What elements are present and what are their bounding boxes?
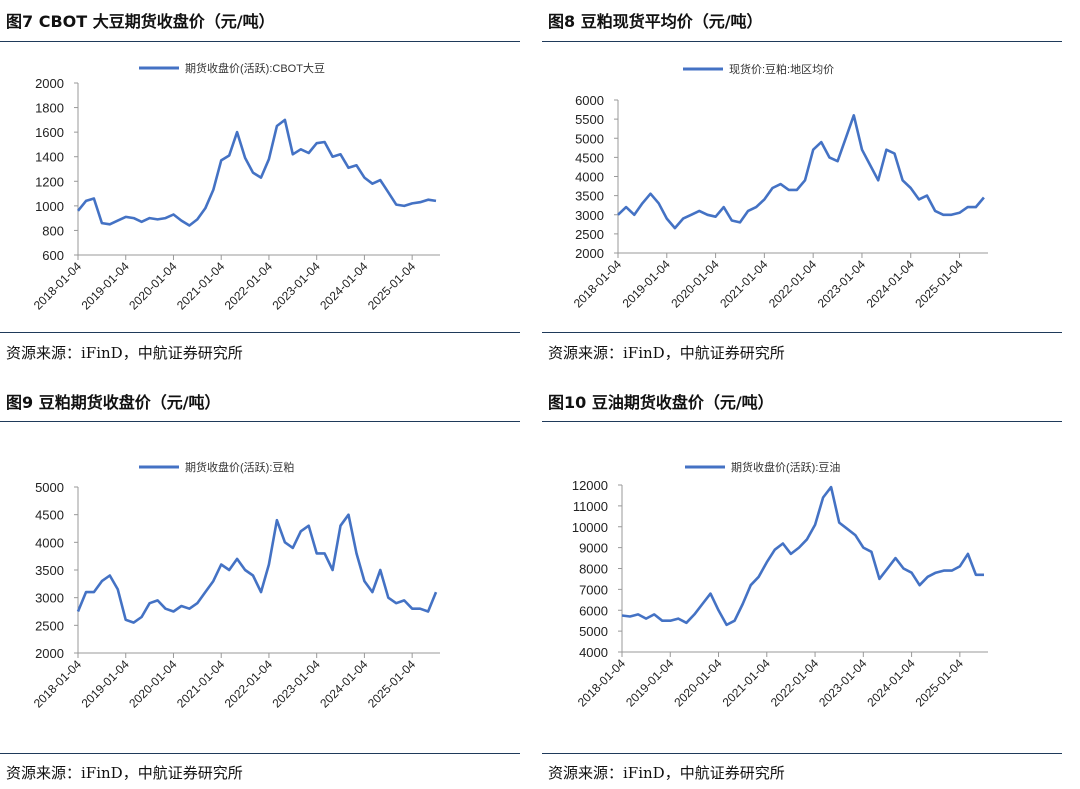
figure-10-panel: 图10 豆油期货收盘价（元/吨） 4000 5000 6000 7000 8000 900… bbox=[542, 380, 1062, 789]
series-line bbox=[617, 114, 985, 230]
y-tick-label: 12000 bbox=[572, 478, 608, 493]
y-tick-label: 10000 bbox=[572, 520, 608, 535]
figure-title: 图8 豆粕现货平均价（元/吨） bbox=[548, 12, 763, 31]
divider bbox=[542, 753, 1062, 754]
y-tick-label: 2000 bbox=[35, 76, 64, 91]
x-tick-label: 2023-01-04 bbox=[269, 259, 323, 313]
x-tick-label: 2025-01-04 bbox=[365, 657, 419, 711]
figure-7-panel: 图7 CBOT 大豆期货收盘价（元/吨） 600 800 1000 1200 1400 1… bbox=[0, 0, 520, 370]
x-tick-label: 2025-01-04 bbox=[913, 656, 967, 710]
figure-8-panel: 图8 豆粕现货平均价（元/吨） 2000 2500 3000 3500 4000 4500… bbox=[542, 0, 1062, 370]
series-line bbox=[76, 118, 437, 227]
figure-title: 图10 豆油期货收盘价（元/吨） bbox=[548, 393, 774, 412]
x-tick-label: 2023-01-04 bbox=[815, 257, 869, 311]
soymeal-spot-chart: 2000 2500 3000 3500 4000 4500 5000 5500 6000 2018… bbox=[571, 62, 988, 311]
y-tick-label: 6000 bbox=[579, 603, 608, 618]
y-tick-label: 4500 bbox=[575, 150, 604, 165]
x-tick-label: 2025-01-04 bbox=[365, 259, 419, 313]
x-tick-label: 2022-01-04 bbox=[766, 257, 820, 311]
x-tick-label: 2024-01-04 bbox=[317, 657, 371, 711]
legend-label: 期货收盘价(活跃):豆粕 bbox=[185, 460, 294, 474]
x-tick-label: 2019-01-04 bbox=[623, 656, 677, 710]
y-tick-label: 4000 bbox=[575, 170, 604, 185]
y-tick-label: 3500 bbox=[575, 189, 604, 204]
series-line bbox=[76, 513, 438, 624]
x-tick-label: 2023-01-04 bbox=[269, 657, 323, 711]
source-note: 资源来源：iFinD，中航证券研究所 bbox=[6, 344, 243, 362]
x-tick-label: 2024-01-04 bbox=[317, 259, 371, 313]
x-tick-label: 2019-01-04 bbox=[79, 259, 133, 313]
y-tick-label: 5000 bbox=[35, 480, 64, 495]
divider bbox=[0, 421, 520, 422]
figure-title: 图9 豆粕期货收盘价（元/吨） bbox=[6, 393, 221, 412]
legend-label: 现货价:豆粕:地区均价 bbox=[729, 62, 834, 76]
x-tick-label: 2020-01-04 bbox=[126, 259, 180, 313]
figure-9-panel: 图9 豆粕期货收盘价（元/吨） 2000 2500 3000 3500 4000 4500… bbox=[0, 380, 520, 789]
y-tick-label: 5000 bbox=[575, 131, 604, 146]
x-tick-label: 2018-01-04 bbox=[571, 257, 625, 311]
divider bbox=[0, 41, 520, 42]
cbot-soybean-chart: 600 800 1000 1200 1400 1600 1800 2000 2018-01-04… bbox=[31, 61, 440, 313]
y-tick-label: 11000 bbox=[573, 499, 608, 514]
y-tick-label: 1000 bbox=[35, 199, 64, 214]
y-tick-label: 5500 bbox=[575, 112, 604, 127]
x-tick-label: 2021-01-04 bbox=[720, 656, 774, 710]
divider bbox=[542, 41, 1062, 42]
source-note: 资源来源：iFinD，中航证券研究所 bbox=[6, 764, 243, 782]
y-tick-label: 8000 bbox=[579, 562, 608, 577]
y-tick-label: 3500 bbox=[35, 563, 64, 578]
divider bbox=[542, 421, 1062, 422]
divider bbox=[542, 332, 1062, 333]
soyoil-futures-chart: 4000 5000 6000 7000 8000 9000 10000 11000 12000 2… bbox=[572, 460, 988, 710]
soymeal-futures-chart: 20002500300035004000450050002018-01-0420… bbox=[31, 460, 440, 711]
y-tick-label: 3000 bbox=[35, 591, 64, 606]
x-tick-label: 2018-01-04 bbox=[31, 259, 85, 313]
y-tick-label: 1800 bbox=[35, 101, 64, 116]
y-tick-label: 600 bbox=[42, 248, 64, 263]
x-tick-label: 2024-01-04 bbox=[864, 257, 918, 311]
y-tick-label: 1600 bbox=[35, 125, 64, 140]
x-tick-label: 2019-01-04 bbox=[620, 257, 674, 311]
x-tick-label: 2019-01-04 bbox=[79, 657, 133, 711]
source-note: 资源来源：iFinD，中航证券研究所 bbox=[548, 764, 785, 782]
legend-label: 期货收盘价(活跃):CBOT大豆 bbox=[185, 61, 325, 75]
y-tick-label: 5000 bbox=[579, 624, 608, 639]
x-tick-label: 2022-01-04 bbox=[768, 656, 822, 710]
x-tick-label: 2018-01-04 bbox=[575, 656, 629, 710]
y-tick-label: 4000 bbox=[579, 645, 608, 660]
y-tick-label: 9000 bbox=[579, 541, 608, 556]
y-tick-label: 3000 bbox=[575, 208, 604, 223]
x-tick-label: 2020-01-04 bbox=[671, 656, 725, 710]
y-tick-label: 2000 bbox=[575, 246, 604, 261]
divider bbox=[0, 753, 520, 754]
x-tick-label: 2018-01-04 bbox=[31, 657, 85, 711]
y-tick-label: 2500 bbox=[575, 227, 604, 242]
x-tick-label: 2021-01-04 bbox=[717, 257, 771, 311]
y-tick-label: 4500 bbox=[35, 508, 64, 523]
y-tick-label: 7000 bbox=[579, 582, 608, 597]
x-tick-label: 2021-01-04 bbox=[174, 259, 228, 313]
x-tick-label: 2020-01-04 bbox=[668, 257, 722, 311]
y-tick-label: 1400 bbox=[35, 150, 64, 165]
y-tick-label: 2000 bbox=[35, 646, 64, 661]
source-note: 资源来源：iFinD，中航证券研究所 bbox=[548, 344, 785, 362]
x-tick-label: 2022-01-04 bbox=[222, 259, 276, 313]
series-line bbox=[621, 485, 984, 627]
y-tick-label: 2500 bbox=[35, 618, 64, 633]
x-tick-label: 2021-01-04 bbox=[174, 657, 228, 711]
y-tick-label: 1200 bbox=[35, 174, 64, 189]
x-tick-label: 2023-01-04 bbox=[816, 656, 870, 710]
divider bbox=[0, 332, 520, 333]
y-tick-label: 6000 bbox=[575, 93, 604, 108]
x-tick-label: 2025-01-04 bbox=[912, 257, 966, 311]
legend-label: 期货收盘价(活跃):豆油 bbox=[731, 460, 840, 474]
x-tick-label: 2020-01-04 bbox=[126, 657, 180, 711]
x-tick-label: 2022-01-04 bbox=[222, 657, 276, 711]
x-tick-label: 2024-01-04 bbox=[864, 656, 918, 710]
y-tick-label: 800 bbox=[42, 223, 64, 238]
figure-title: 图7 CBOT 大豆期货收盘价（元/吨） bbox=[6, 12, 275, 31]
y-tick-label: 4000 bbox=[35, 535, 64, 550]
